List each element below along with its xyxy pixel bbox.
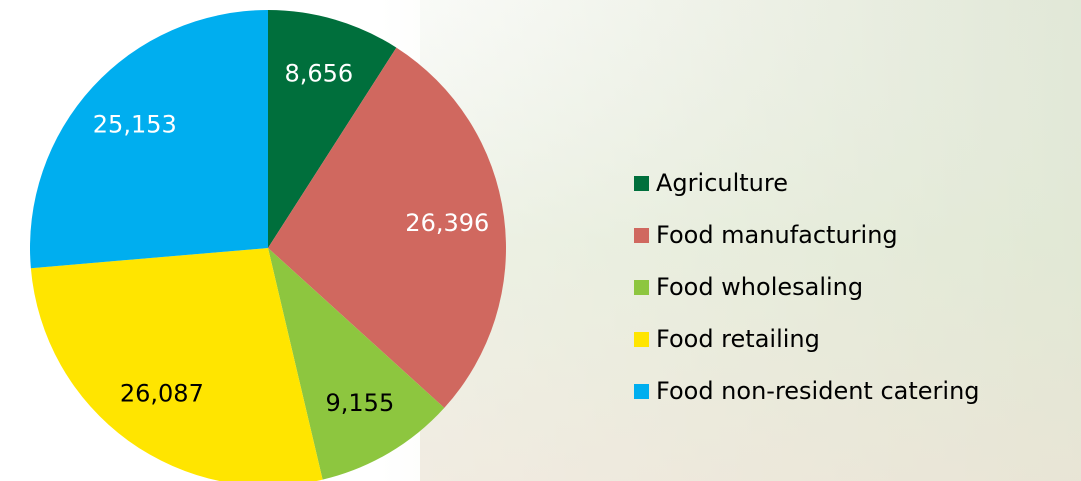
legend-label: Food manufacturing [656, 221, 898, 249]
data-label: 25,153 [93, 111, 177, 139]
legend-swatch [634, 384, 649, 399]
data-label: 8,656 [284, 59, 353, 87]
data-label: 26,396 [405, 209, 489, 237]
pie-slice [268, 248, 445, 480]
legend-swatch [634, 176, 649, 191]
pie-slice [29, 10, 268, 269]
legend: Agriculture Food manufacturing Food wholes… [634, 169, 980, 405]
data-label: 9,155 [326, 389, 395, 417]
legend-swatch [634, 280, 649, 295]
legend-label: Food non-resident catering [656, 377, 980, 405]
pie-slice [268, 47, 507, 408]
legend-swatch [634, 228, 649, 243]
legend-label: Agriculture [656, 169, 788, 197]
legend-swatch [634, 332, 649, 347]
pie-slice [268, 10, 397, 248]
data-label: 26,087 [120, 379, 204, 407]
pie-slice [30, 248, 323, 481]
background-fields [420, 0, 1081, 481]
pie: 8,656 26,396 9,155 26,087 25,153 [29, 10, 507, 481]
legend-label: Food wholesaling [656, 273, 863, 301]
legend-label: Food retailing [656, 325, 820, 353]
